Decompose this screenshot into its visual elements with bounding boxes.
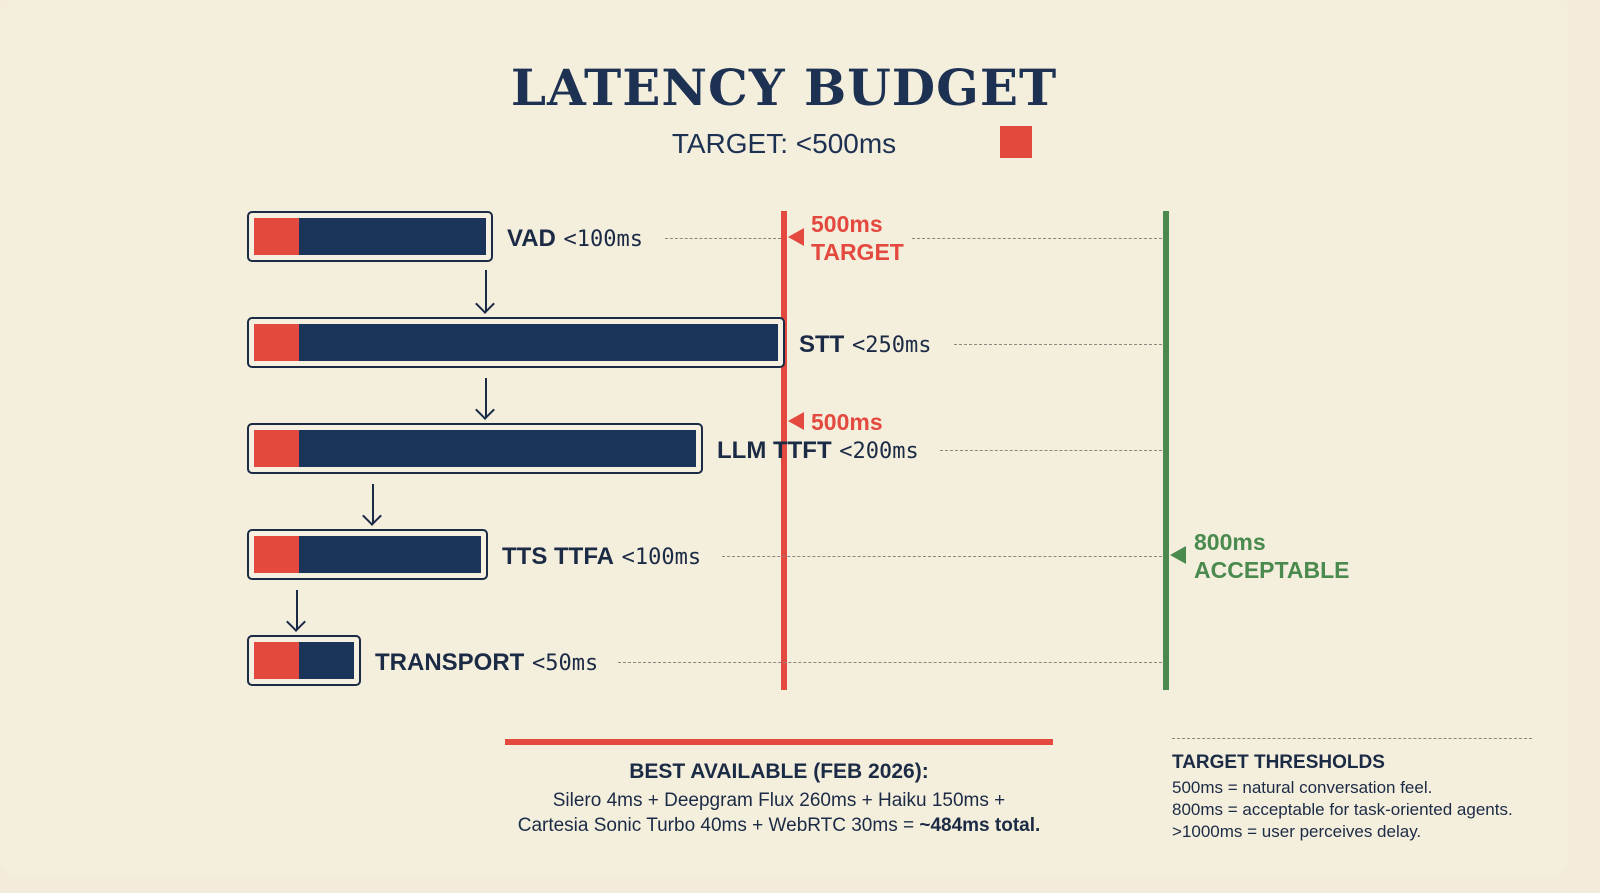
stage-bar-llm-ttft xyxy=(247,423,703,474)
stage-bar-transport xyxy=(247,635,361,686)
thresholds-divider xyxy=(1172,738,1532,739)
guide-llm xyxy=(940,450,1162,451)
acceptable-pointer-icon xyxy=(1170,546,1186,564)
stage-label-vad: VAD <100ms xyxy=(507,225,644,252)
guide-vad xyxy=(665,238,781,239)
stage-bar-stt xyxy=(247,317,785,368)
target-marker-label-2: 500ms xyxy=(811,409,883,435)
target-marker-label: 500ms TARGET xyxy=(811,211,904,265)
target-pointer-icon xyxy=(788,228,804,246)
acceptable-marker-label: 800ms ACCEPTABLE xyxy=(1194,529,1350,583)
flow-arrow-icon xyxy=(296,590,298,630)
flow-arrow-icon xyxy=(485,270,487,312)
page-title: LATENCY BUDGET xyxy=(510,58,1058,117)
guide-tts xyxy=(722,556,1162,557)
flow-arrow-icon xyxy=(485,378,487,418)
guide-vad-right xyxy=(912,238,1162,239)
stage-label-transport: TRANSPORT <50ms xyxy=(375,649,599,676)
best-available-line-1: Silero 4ms + Deepgram Flux 260ms + Haiku… xyxy=(552,790,1006,811)
guide-stt xyxy=(954,344,1162,345)
best-total: ~484ms total. xyxy=(919,815,1041,836)
best-divider xyxy=(505,739,1053,745)
target-pointer-icon xyxy=(788,412,804,430)
stage-label-llm-ttft: LLM TTFT <200ms xyxy=(717,437,919,464)
target-500ms-line xyxy=(781,211,787,690)
threshold-item: 500ms = natural conversation feel. xyxy=(1172,778,1433,797)
page-subtitle: TARGET: <500ms xyxy=(671,128,897,159)
threshold-item: 800ms = acceptable for task-oriented age… xyxy=(1172,800,1513,819)
flow-arrow-icon xyxy=(372,484,374,524)
threshold-item: >1000ms = user perceives delay. xyxy=(1172,822,1422,841)
best-available-title: BEST AVAILABLE (FEB 2026): xyxy=(629,760,929,783)
acceptable-800ms-line xyxy=(1163,211,1169,690)
stage-label-tts-ttfa: TTS TTFA <100ms xyxy=(502,543,702,570)
thresholds-title: TARGET THRESHOLDS xyxy=(1172,752,1385,773)
best-available-line-2: Cartesia Sonic Turbo 40ms + WebRTC 30ms … xyxy=(517,815,1041,836)
guide-transport xyxy=(618,662,1162,663)
stage-bar-vad xyxy=(247,211,493,262)
target-swatch xyxy=(1000,126,1032,158)
stage-label-stt: STT <250ms xyxy=(799,331,932,358)
stage-bar-tts-ttfa xyxy=(247,529,488,580)
